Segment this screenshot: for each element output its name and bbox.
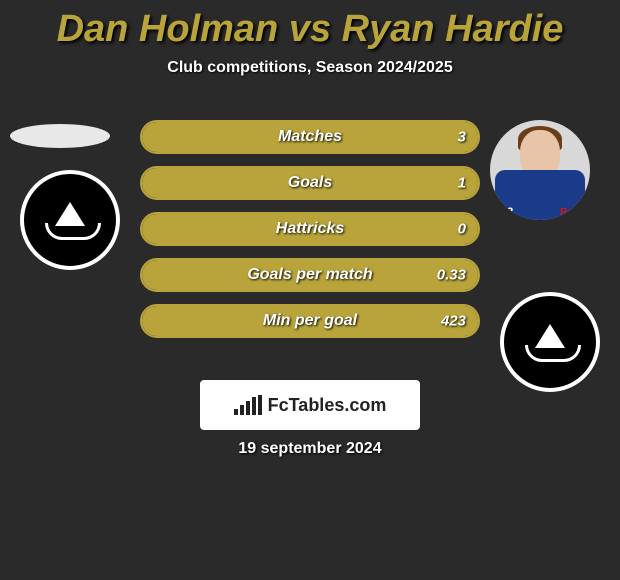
stat-value: 1: [458, 175, 466, 192]
stat-row: Matches 3: [140, 120, 480, 154]
jersey-number: 32: [501, 206, 513, 218]
stats-container: Matches 3 Goals 1 Hattricks 0 Goals per …: [140, 120, 480, 350]
stat-value: 423: [441, 313, 466, 330]
stat-row: Hattricks 0: [140, 212, 480, 246]
logo-bars-icon: [234, 395, 262, 415]
plymouth-sail-icon: [525, 322, 575, 362]
jersey-sponsor: Red: [560, 207, 579, 218]
stat-value: 0.33: [437, 267, 466, 284]
date-line: 19 september 2024: [0, 440, 620, 458]
stat-value: 0: [458, 221, 466, 238]
club-badge-left: [20, 170, 120, 270]
avatar-jersey: 32 Red: [495, 170, 585, 220]
plymouth-sail-icon: [45, 200, 95, 240]
stat-label: Goals per match: [247, 266, 372, 284]
player-right-avatar: 32 Red: [490, 120, 590, 220]
stat-label: Min per goal: [263, 312, 357, 330]
subtitle: Club competitions, Season 2024/2025: [0, 59, 620, 77]
stat-label: Matches: [278, 128, 342, 146]
stat-row: Goals per match 0.33: [140, 258, 480, 292]
player-left-placeholder: [10, 124, 110, 148]
stat-row: Goals 1: [140, 166, 480, 200]
club-badge-right: [500, 292, 600, 392]
stat-value: 3: [458, 129, 466, 146]
logo-text: FcTables.com: [268, 395, 387, 416]
stat-label: Hattricks: [276, 220, 344, 238]
stat-row: Min per goal 423: [140, 304, 480, 338]
page-title: Dan Holman vs Ryan Hardie: [0, 0, 620, 51]
logo-box: FcTables.com: [200, 380, 420, 430]
stat-label: Goals: [288, 174, 332, 192]
